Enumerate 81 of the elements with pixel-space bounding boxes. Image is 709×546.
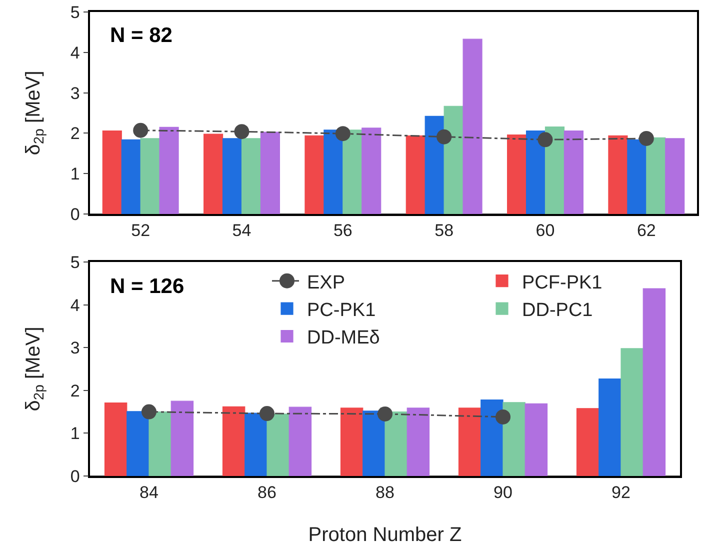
y-tick-label: 3: [70, 338, 80, 358]
bar: [384, 412, 408, 476]
x-tick-label: 88: [376, 483, 394, 502]
bar: [126, 411, 150, 476]
bar: [204, 134, 224, 214]
x-tick-label: 92: [612, 483, 630, 502]
y-tick-label: 3: [70, 84, 80, 103]
bar: [424, 116, 444, 214]
bar: [304, 135, 324, 214]
bar: [544, 126, 565, 214]
bar: [627, 139, 647, 214]
y-tick-label: 2: [70, 124, 80, 144]
bar: [620, 348, 644, 476]
x-axis-title: Proton Number Z: [308, 524, 462, 546]
y-tick-label: 0: [70, 466, 80, 486]
x-tick-label: 58: [434, 221, 454, 240]
x-tick-label: 60: [536, 221, 555, 240]
bar: [266, 414, 290, 476]
bar: [102, 130, 122, 214]
legend-label: EXP: [307, 272, 346, 294]
bar: [244, 412, 268, 476]
bar: [564, 130, 584, 214]
bar: [576, 408, 600, 476]
bar: [507, 134, 527, 214]
bar: [646, 137, 666, 214]
y-tick-label: 4: [70, 43, 80, 62]
annotation: N = 82: [110, 24, 172, 47]
x-tick-label: 54: [232, 221, 252, 240]
bar: [362, 128, 382, 214]
point: [538, 132, 553, 148]
bar: [526, 130, 546, 214]
x-tick-label: 84: [140, 483, 158, 502]
bar: [324, 130, 344, 214]
annotation: N = 126: [110, 275, 184, 298]
y-tick-label: 2: [70, 381, 80, 400]
bar: [159, 126, 179, 214]
legend-label: PCF-PK1: [522, 272, 602, 294]
point: [335, 126, 350, 142]
bar: [462, 38, 482, 214]
bar: [642, 288, 666, 476]
y-tick-label: 5: [70, 252, 80, 272]
y-tick-label: 5: [70, 2, 80, 22]
bar: [222, 406, 246, 476]
bar: [406, 408, 430, 476]
bar: [608, 135, 628, 214]
x-tick-label: 56: [333, 221, 352, 240]
bar: [104, 402, 128, 476]
x-tick-label: 52: [131, 221, 150, 240]
legend-label: PC-PK1: [307, 300, 376, 321]
legend-label: DD-MEδ: [307, 328, 380, 349]
point: [638, 130, 654, 146]
y-tick-label: 4: [70, 296, 80, 315]
bar: [170, 400, 194, 476]
x-tick-label: 62: [636, 221, 656, 240]
bar: [148, 412, 172, 476]
y-tick-label: 1: [70, 424, 80, 444]
point: [234, 124, 250, 140]
bar: [222, 138, 242, 214]
bar: [502, 402, 526, 476]
bar: [524, 403, 548, 476]
y-tick-label: 0: [70, 204, 80, 224]
bar: [362, 410, 386, 476]
legend-label: DD-PC1: [522, 300, 593, 321]
y-tick-label: 1: [70, 164, 80, 184]
bar: [140, 138, 160, 214]
bar: [121, 139, 141, 214]
bar: [241, 138, 262, 214]
x-tick-label: 86: [258, 483, 276, 502]
bar: [288, 406, 312, 476]
bar: [340, 408, 364, 476]
point: [436, 129, 452, 144]
bar: [342, 130, 362, 214]
bar: [665, 138, 685, 214]
bar: [458, 408, 482, 476]
bar: [480, 400, 504, 476]
bar: [406, 135, 426, 214]
point: [133, 122, 148, 138]
bar: [444, 106, 464, 214]
x-tick-label: 90: [494, 483, 512, 502]
bar: [598, 378, 622, 476]
bar: [260, 132, 280, 214]
